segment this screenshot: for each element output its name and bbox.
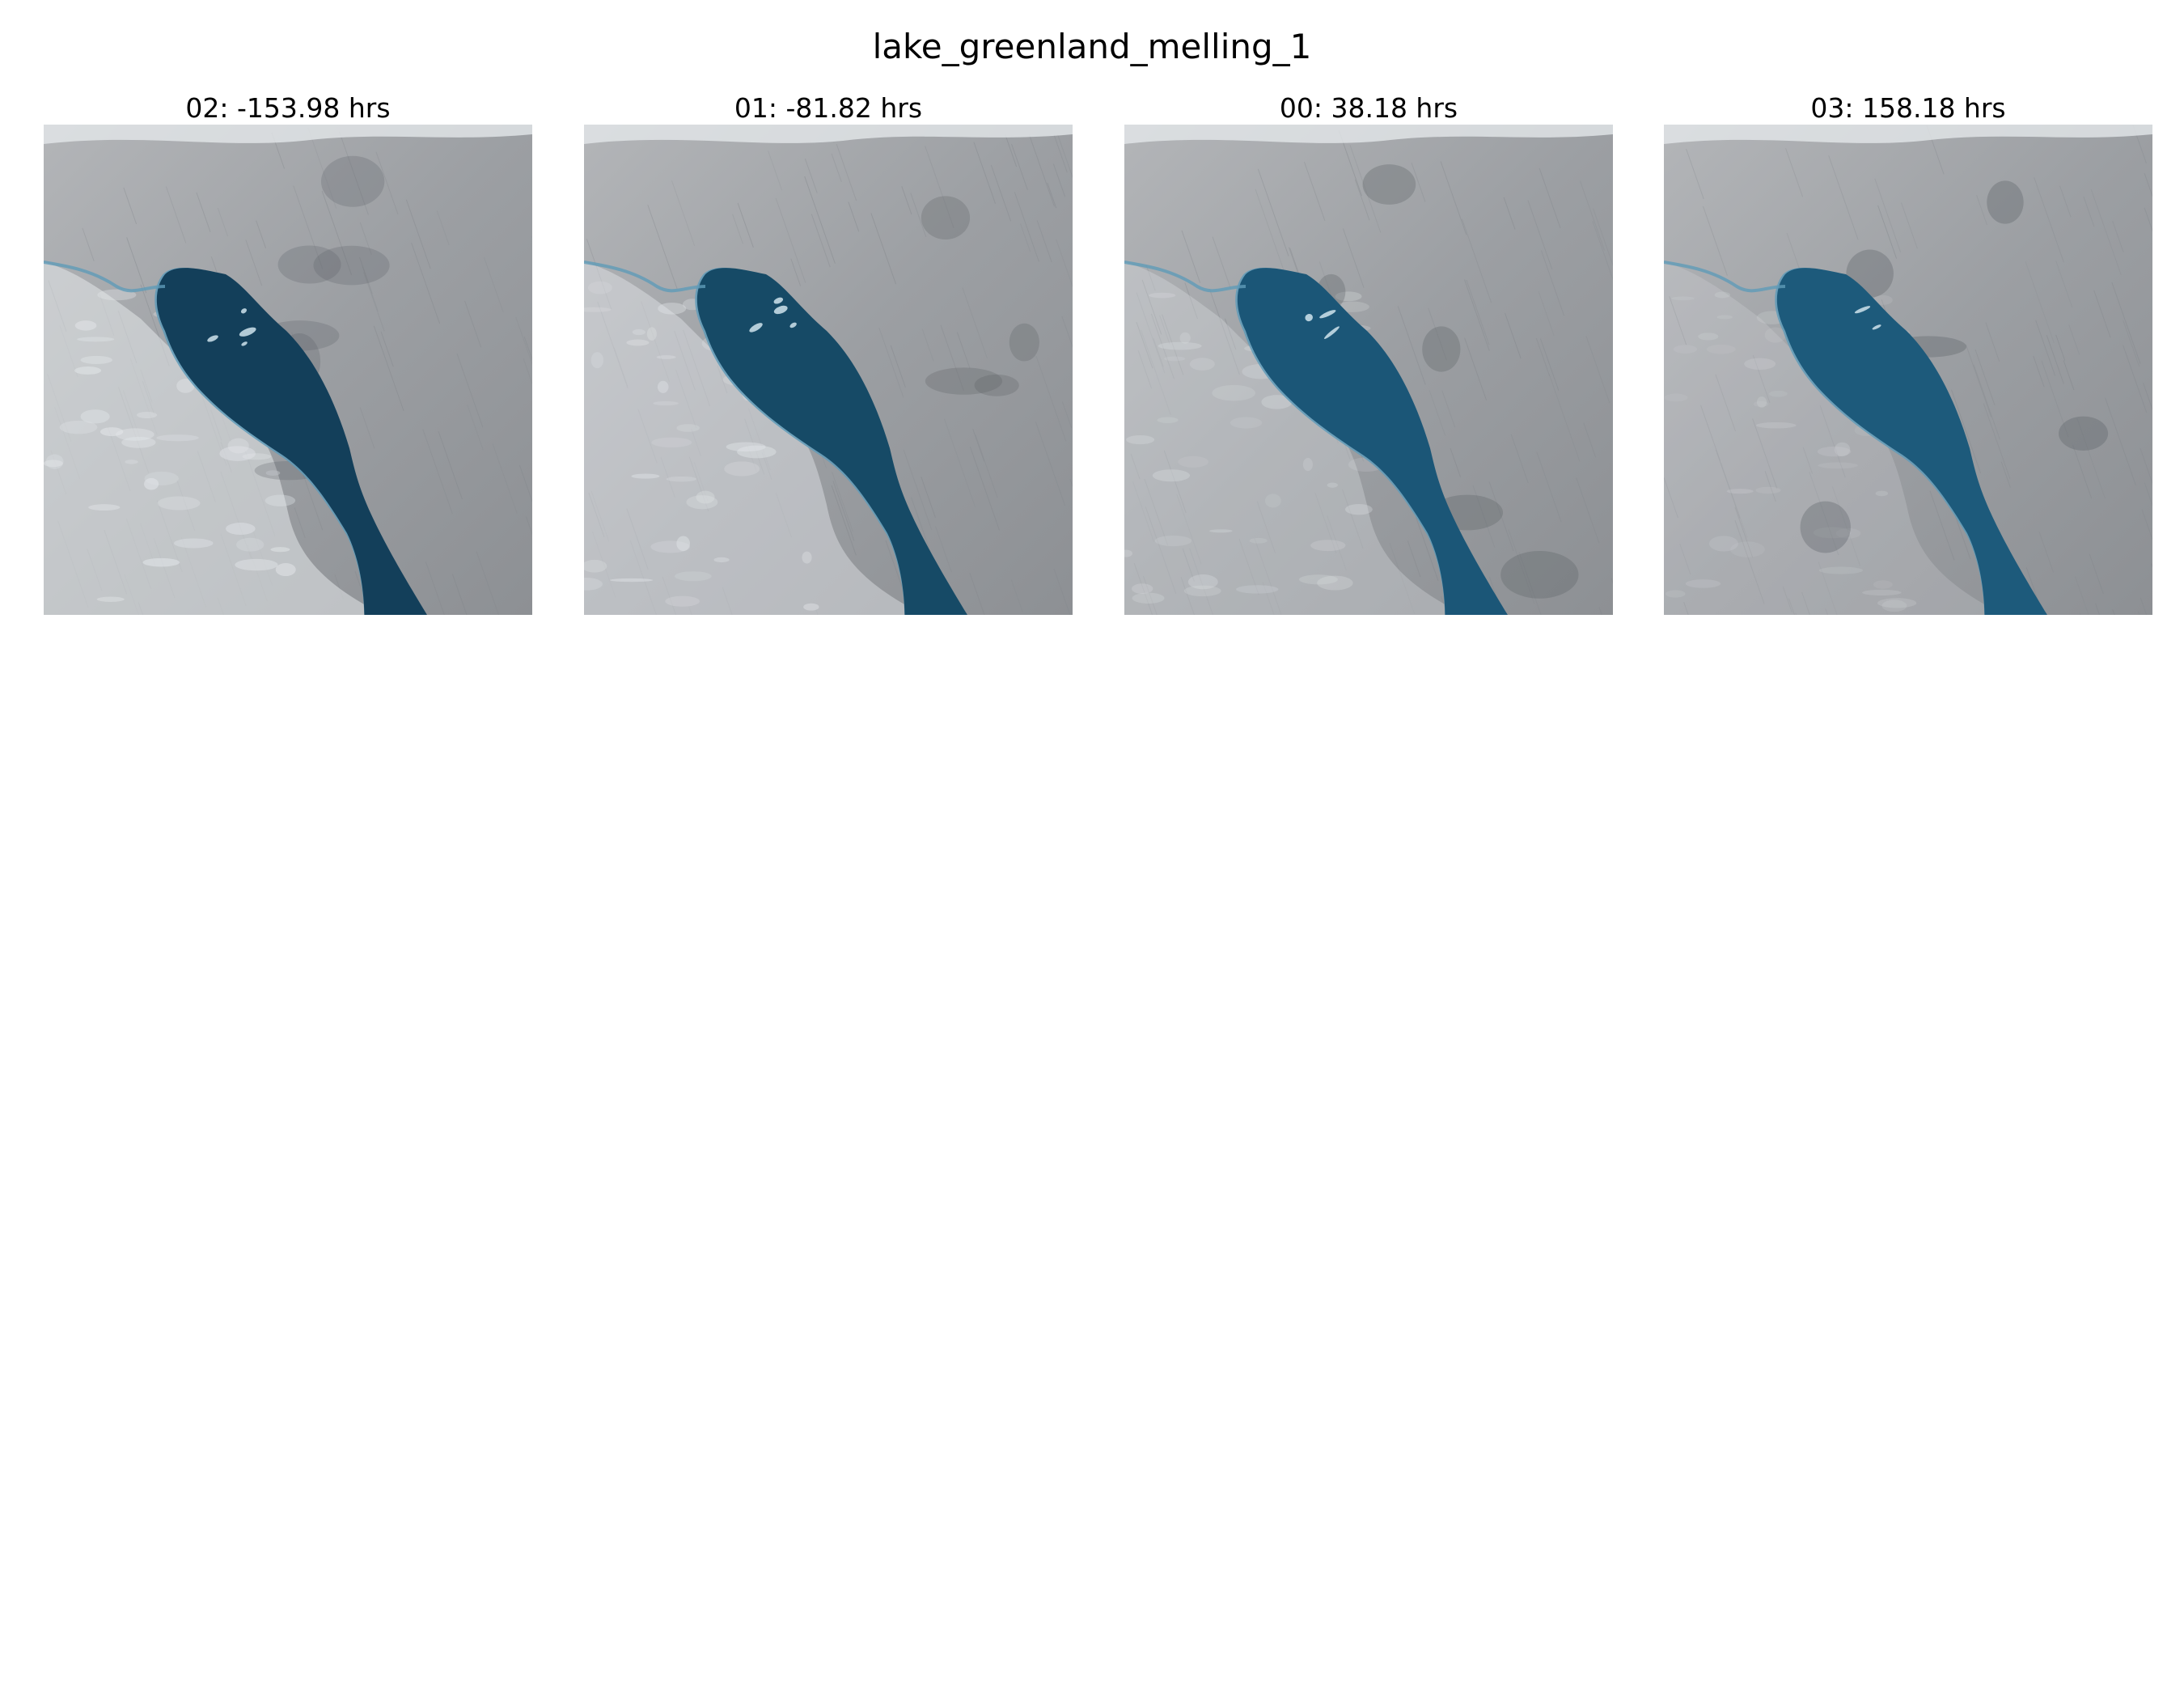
feeder-channel (1124, 261, 1246, 293)
meltwater-lake (1235, 267, 1509, 615)
satellite-image-panel (1664, 125, 2152, 615)
satellite-image (1124, 125, 1613, 615)
panel-title: 03: 158.18 hrs (1810, 92, 2006, 124)
snow-patch (1124, 125, 1613, 144)
meltwater-lake (154, 267, 428, 615)
satellite-image (1664, 125, 2152, 615)
ice-floes (207, 308, 256, 346)
feeder-channel (584, 261, 706, 293)
satellite-image-panel (44, 125, 532, 615)
panel-title: 02: -153.98 hrs (185, 92, 391, 124)
satellite-image (584, 125, 1073, 615)
satellite-image-panel (1124, 125, 1613, 615)
snow-patch (1664, 125, 2152, 144)
panel-title: 01: -81.82 hrs (734, 92, 923, 124)
ice-texture (586, 133, 1073, 615)
snow-patch (44, 125, 532, 144)
ice-floes (1305, 310, 1340, 339)
figure-title: lake_greenland_melling_1 (872, 27, 1312, 66)
meltwater-lake (1775, 267, 2048, 615)
ice-floes (1854, 306, 1881, 330)
ice-floes (749, 297, 797, 333)
satellite-image-panel (584, 125, 1073, 615)
snow-patch (584, 125, 1073, 144)
panel-title: 00: 38.18 hrs (1279, 92, 1458, 124)
feeder-channel (1664, 261, 1786, 293)
meltwater-lake (695, 267, 968, 615)
snow-cover (1664, 262, 2004, 615)
feeder-channel (44, 261, 166, 293)
satellite-image (44, 125, 532, 615)
